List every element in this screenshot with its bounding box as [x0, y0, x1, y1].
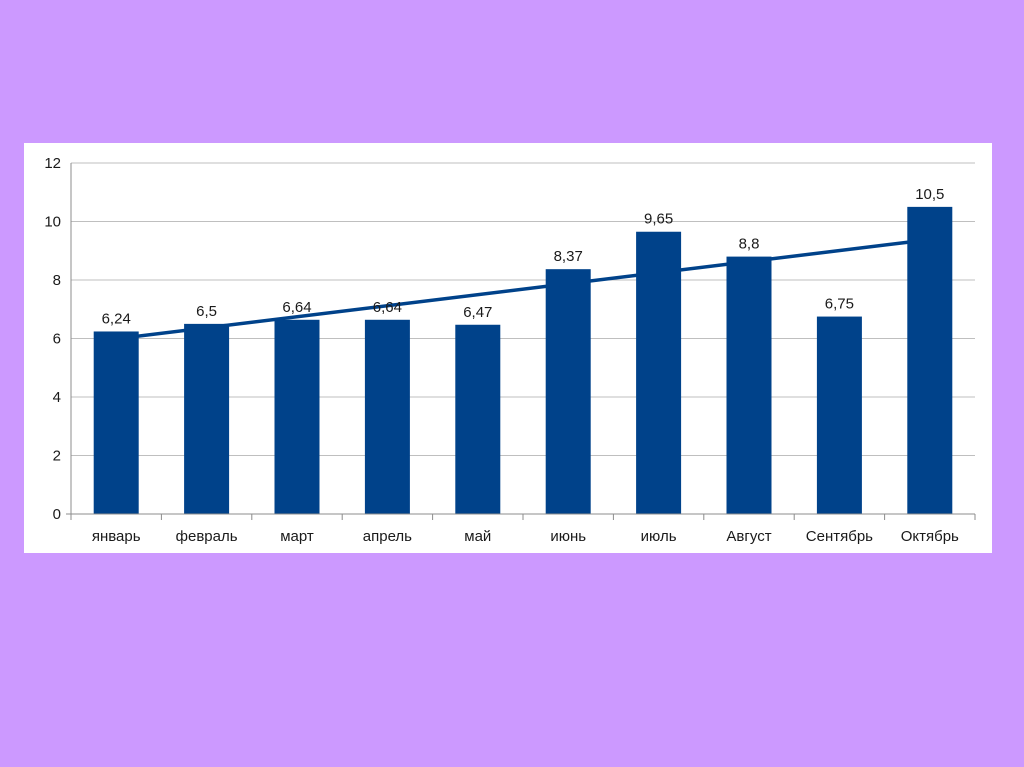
bar — [636, 231, 682, 515]
data-label: 6,5 — [196, 303, 217, 320]
x-category-label: январь — [92, 528, 141, 545]
labels: 0 2 4 6 8 10 12 январь 6,24 февраль 6,5 март 6,64 апр… — [44, 155, 959, 545]
trendline — [118, 240, 911, 341]
data-label: 6,47 — [463, 304, 492, 321]
bar — [274, 319, 320, 514]
y-tick-label: 10 — [44, 214, 61, 231]
bar-chart: 0 2 4 6 8 10 12 январь 6,24 февраль 6,5 март 6,64 апр… — [44, 155, 976, 545]
data-label: 6,75 — [825, 296, 854, 313]
bar — [93, 331, 139, 514]
y-tick-label: 2 — [53, 448, 61, 465]
x-category-label: Октябрь — [901, 528, 959, 545]
data-label: 6,64 — [282, 299, 311, 316]
data-label: 9,65 — [644, 211, 673, 228]
data-label: 8,8 — [739, 236, 760, 253]
data-label: 6,64 — [373, 299, 402, 316]
x-category-label: февраль — [176, 528, 238, 545]
chart-panel: 0 2 4 6 8 10 12 январь 6,24 февраль 6,5 март 6,64 апр… — [24, 143, 992, 553]
axes — [66, 163, 976, 520]
bar — [545, 269, 591, 514]
x-category-label: май — [464, 528, 491, 545]
bar — [816, 316, 862, 514]
trendline-layer — [118, 240, 911, 341]
bar — [726, 256, 772, 514]
y-tick-label: 6 — [53, 331, 61, 348]
x-category-label: Сентябрь — [806, 528, 873, 545]
y-tick-label: 8 — [53, 272, 61, 289]
x-category-label: Август — [726, 528, 771, 545]
data-label: 8,37 — [554, 248, 583, 265]
bar — [907, 206, 953, 514]
bars — [93, 206, 953, 515]
x-category-label: июль — [641, 528, 677, 545]
y-tick-label: 4 — [53, 389, 61, 406]
x-category-label: март — [280, 528, 314, 545]
y-tick-label: 0 — [53, 506, 61, 523]
x-category-label: апрель — [363, 528, 412, 545]
y-tick-label: 12 — [44, 155, 61, 172]
x-category-label: июнь — [550, 528, 586, 545]
data-label: 10,5 — [915, 186, 944, 203]
bar — [364, 319, 410, 514]
bar — [184, 323, 230, 514]
data-label: 6,24 — [102, 310, 131, 327]
bar — [455, 324, 501, 514]
